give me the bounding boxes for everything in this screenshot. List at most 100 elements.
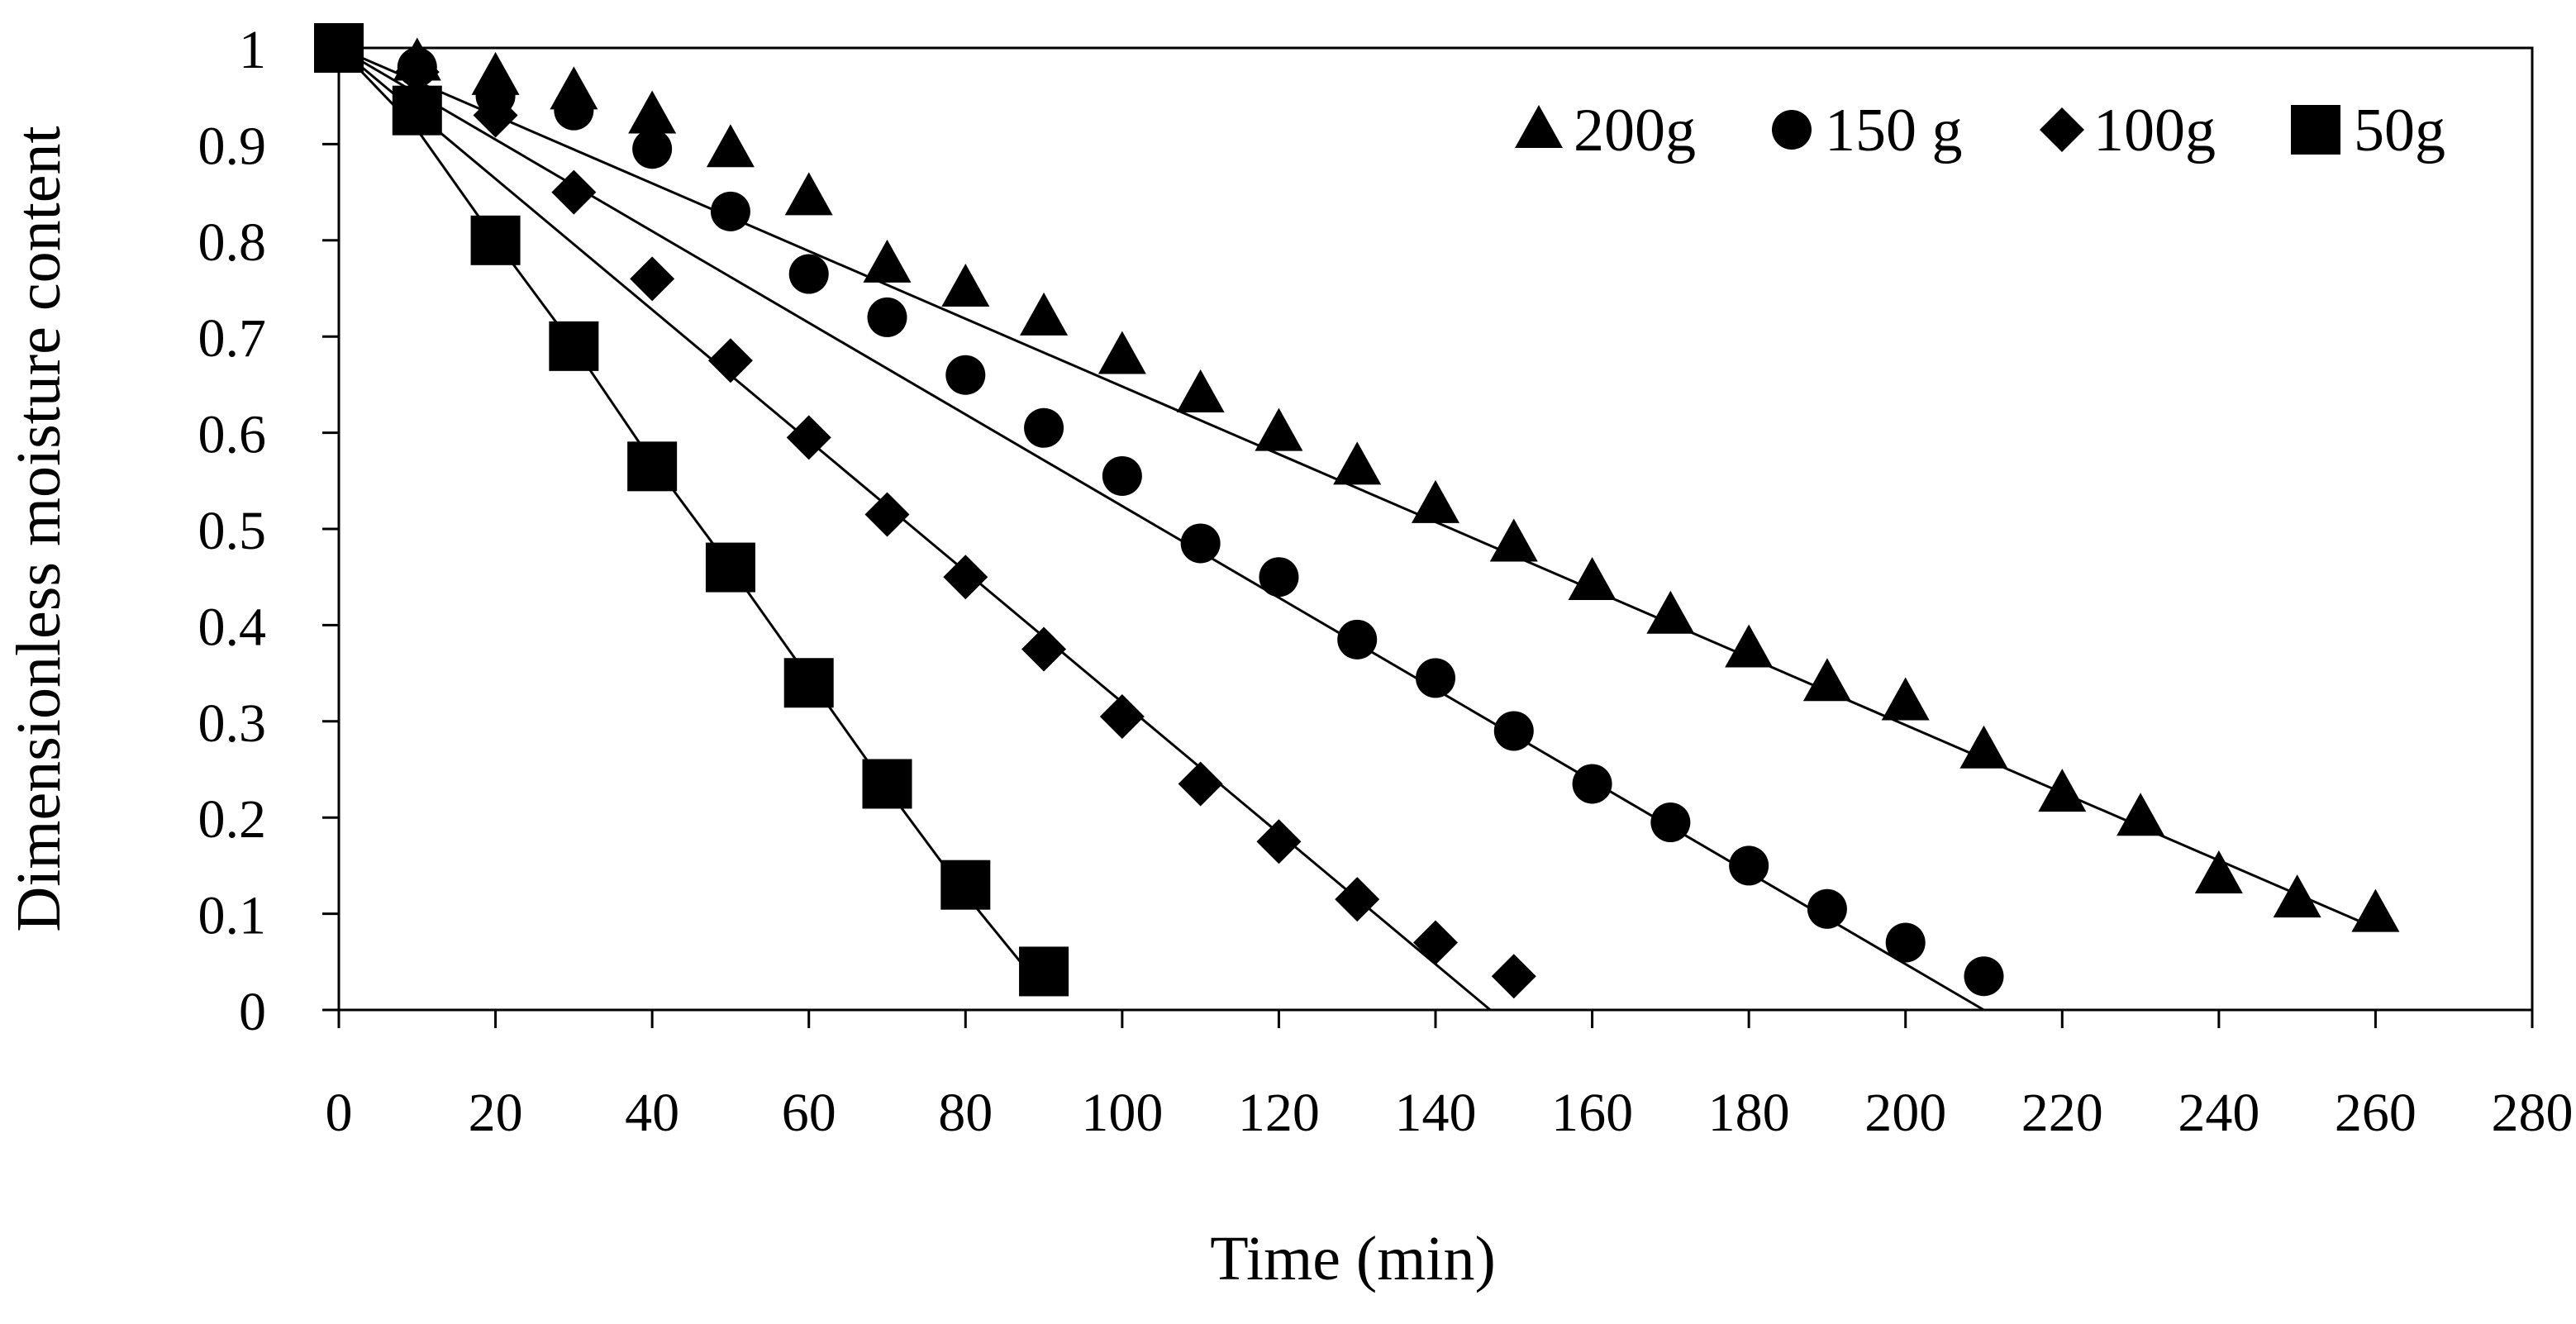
data-point-200g — [628, 90, 677, 134]
data-point-150g — [788, 254, 829, 294]
data-point-150g — [1885, 922, 1926, 963]
fit-line-200g — [338, 46, 2377, 930]
x-tick-label: 100 — [1081, 1083, 1163, 1143]
data-point-150g — [1572, 764, 1612, 804]
x-tick-label: 140 — [1395, 1083, 1477, 1143]
legend-label-50g: 50g — [2354, 97, 2445, 164]
data-point-50g — [1019, 946, 1069, 997]
data-point-150g — [1102, 455, 1142, 496]
data-point-200g — [1176, 369, 1225, 413]
y-tick-label: 0 — [239, 982, 266, 1042]
x-ticks: 0 20 40 60 80 100 120 140 160 180 200 220 240 260 280 — [326, 1010, 2574, 1143]
x-axis-title: Time (min) — [1210, 1224, 1496, 1293]
legend-label-100g: 100g — [2093, 97, 2216, 164]
data-point-200g — [1489, 518, 1538, 562]
data-point-200g — [2117, 793, 2165, 836]
x-tick-label: 20 — [469, 1083, 523, 1143]
x-tick-label: 160 — [1551, 1083, 1633, 1143]
x-tick-label: 0 — [326, 1083, 353, 1143]
data-point-50g — [627, 441, 678, 492]
y-tick-label: 0.1 — [198, 886, 267, 946]
legend-marker-100g — [2040, 107, 2084, 152]
data-point-150g — [1259, 557, 1299, 598]
y-tick-label: 0.8 — [198, 212, 267, 273]
x-tick-label: 120 — [1238, 1083, 1320, 1143]
data-point-50g — [783, 658, 834, 708]
fit-line-50g — [337, 46, 1030, 973]
data-point-150g — [1493, 711, 1534, 751]
y-tick-label: 0.7 — [198, 308, 267, 369]
data-point-200g — [2351, 888, 2400, 932]
y-tick-label: 0.9 — [198, 116, 267, 176]
data-point-200g — [2038, 769, 2087, 812]
data-point-200g — [1881, 677, 1930, 721]
fit-lines — [337, 46, 2377, 1012]
data-point-100g — [1099, 693, 1145, 739]
data-point-150g — [1180, 523, 1221, 564]
data-point-100g — [707, 338, 753, 383]
data-point-100g — [943, 555, 988, 600]
x-tick-label: 60 — [782, 1083, 836, 1143]
x-tick-label: 180 — [1708, 1083, 1790, 1143]
data-point-150g — [554, 90, 594, 131]
data-point-200g — [1802, 658, 1851, 702]
data-point-200g — [1412, 479, 1459, 523]
data-point-100g — [551, 169, 597, 215]
data-point-100g — [473, 93, 518, 138]
data-point-150g — [1964, 956, 2004, 997]
data-point-150g — [1650, 802, 1691, 843]
data-point-150g — [1416, 658, 1455, 698]
data-point-150g — [867, 297, 907, 337]
data-point-100g — [1178, 761, 1223, 807]
data-point-50g — [862, 759, 912, 809]
legend-label-200g: 200g — [1574, 97, 1696, 164]
data-point-200g — [706, 124, 755, 168]
data-point-100g — [1256, 819, 1302, 864]
data-point-100g — [1335, 877, 1380, 922]
data-point-150g — [1024, 407, 1064, 448]
data-point-100g — [1413, 920, 1458, 965]
data-point-150g — [710, 191, 750, 231]
legend-marker-150g — [1772, 110, 1812, 150]
x-tick-label: 40 — [625, 1083, 679, 1143]
data-point-200g — [941, 264, 990, 307]
data-point-200g — [2273, 874, 2321, 918]
data-point-150g — [1807, 888, 1847, 929]
y-ticks: 0 0.1 0.2 0.3 0.4 0.5 0.6 0.7 0.8 0.9 1 — [198, 20, 339, 1042]
data-point-200g — [1959, 725, 2008, 769]
data-point-100g — [630, 256, 675, 302]
plot-area — [337, 46, 2534, 1012]
x-tick-label: 80 — [938, 1083, 993, 1143]
fit-line-100g — [338, 46, 1492, 1012]
data-point-200g — [1333, 441, 1382, 485]
x-tick-label: 200 — [1864, 1083, 1946, 1143]
data-point-50g — [705, 542, 755, 593]
data-point-100g — [394, 50, 440, 95]
data-point-200g — [2194, 850, 2243, 894]
y-tick-label: 0.3 — [198, 693, 267, 754]
x-tick-label: 240 — [2178, 1083, 2259, 1143]
markers — [314, 23, 2400, 999]
legend-marker-200g — [1515, 105, 1563, 148]
data-point-50g — [549, 321, 599, 371]
legend-label-150g: 150 g — [1825, 97, 1963, 164]
data-point-150g — [632, 129, 673, 169]
data-point-200g — [863, 239, 912, 283]
y-tick-label: 1 — [239, 20, 266, 80]
y-axis-title: Dimensionless moisture content — [4, 126, 74, 931]
x-tick-label: 280 — [2492, 1083, 2574, 1143]
legend: 200g 150 g 100g 50g — [1515, 97, 2445, 164]
data-point-100g — [786, 415, 831, 460]
y-tick-label: 0.4 — [198, 597, 267, 657]
legend-marker-50g — [2291, 105, 2340, 155]
data-point-100g — [864, 492, 910, 537]
data-point-100g — [1021, 626, 1067, 672]
y-tick-label: 0.2 — [198, 789, 267, 850]
data-point-200g — [1020, 292, 1069, 336]
data-point-50g — [470, 215, 521, 265]
data-point-100g — [1491, 954, 1536, 999]
data-point-50g — [392, 85, 442, 136]
x-tick-label: 220 — [2021, 1083, 2103, 1143]
